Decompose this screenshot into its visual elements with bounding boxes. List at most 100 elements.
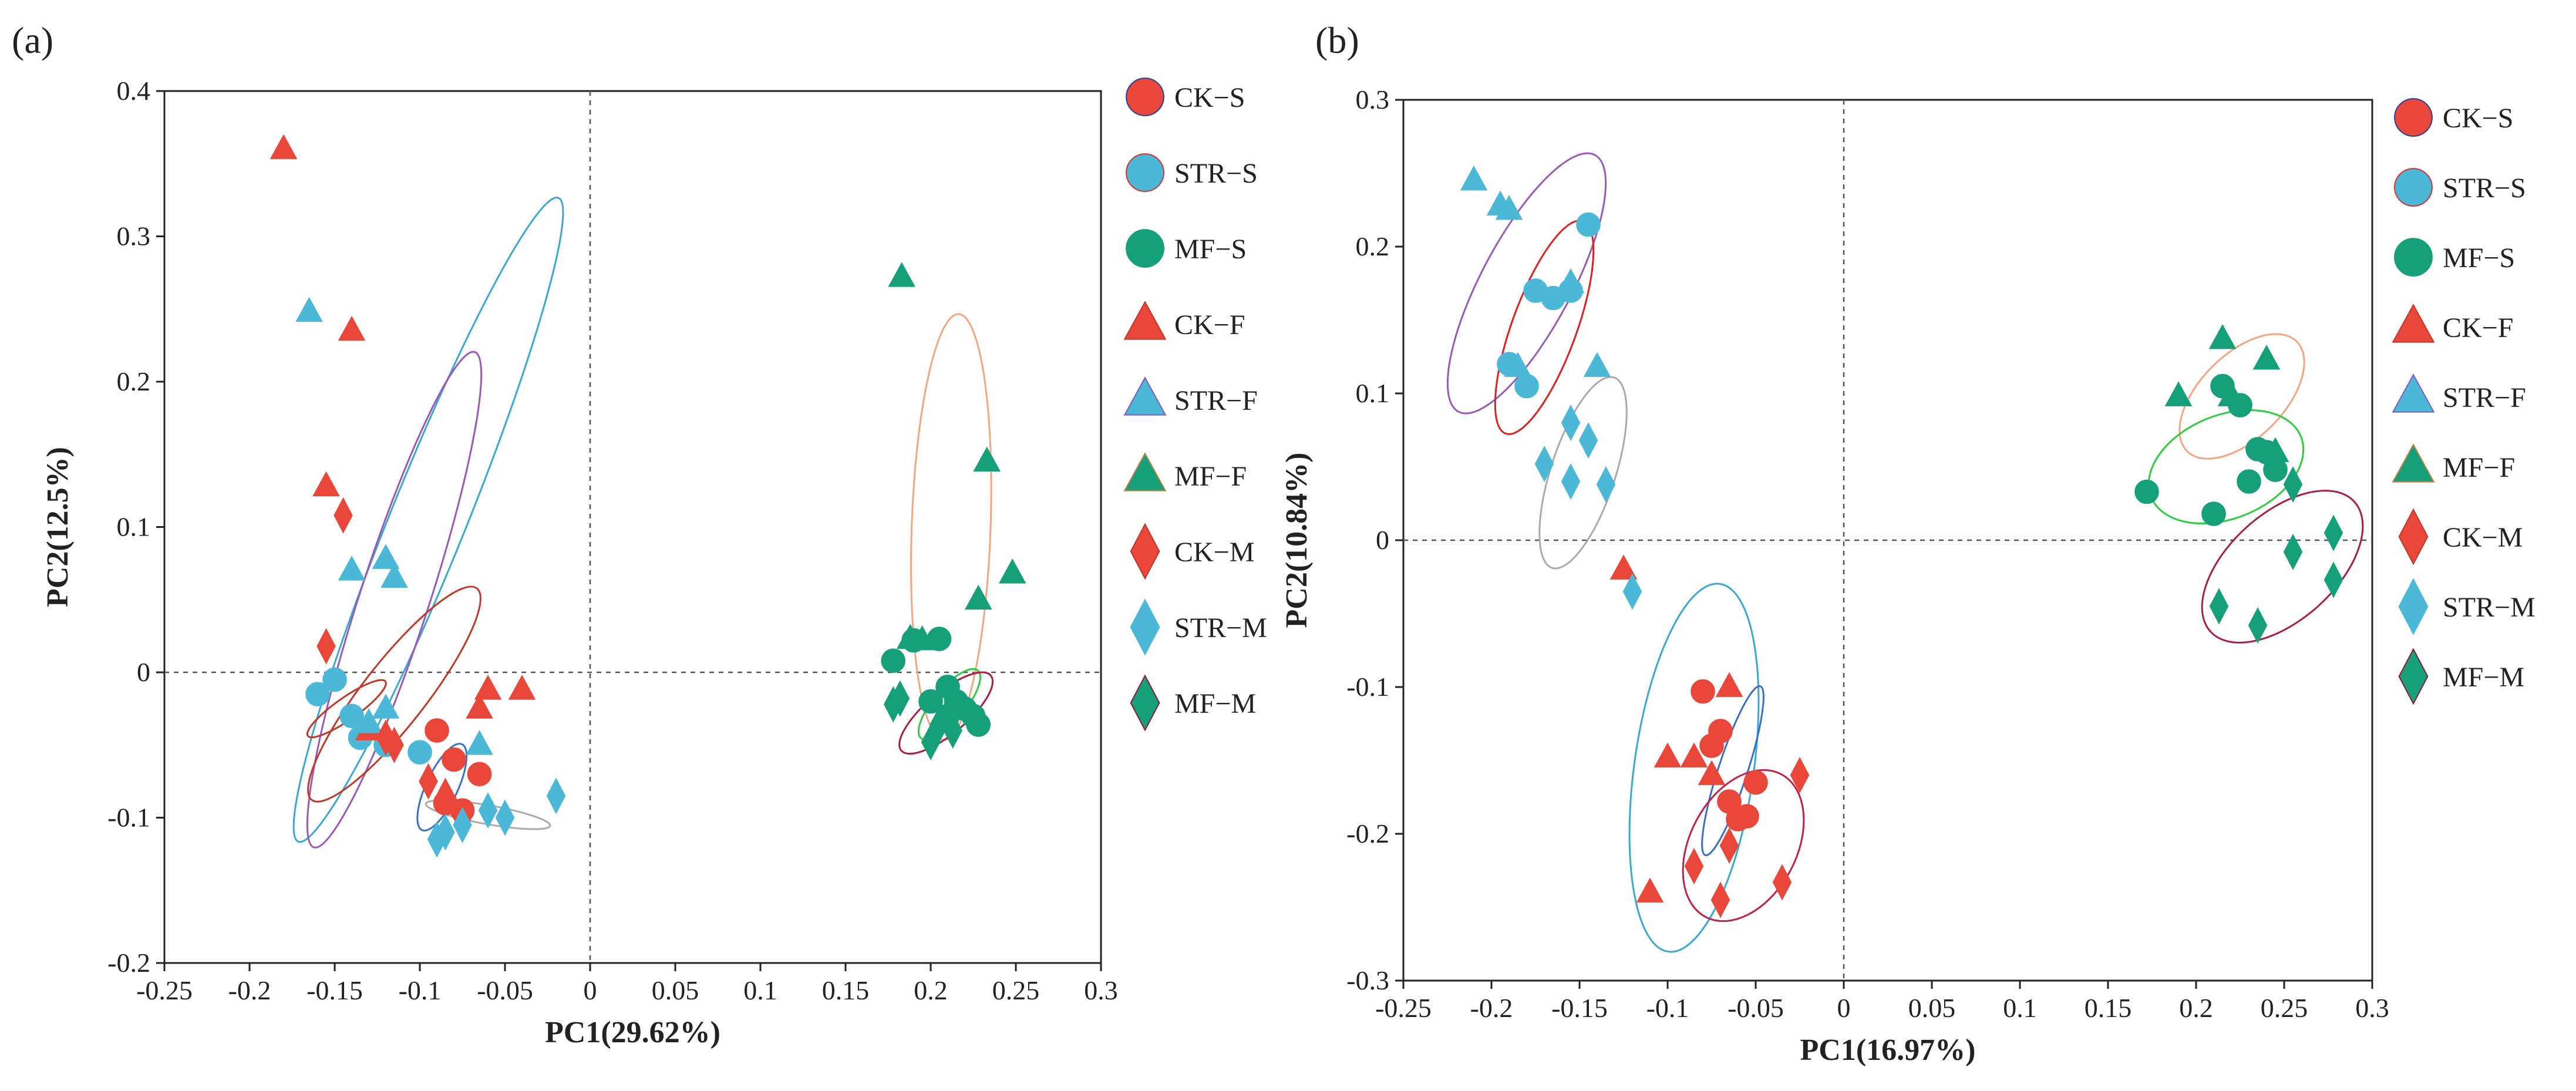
data-point xyxy=(2210,590,2228,624)
legend-label: STR−S xyxy=(2443,173,2526,204)
y-tick-label: -0.3 xyxy=(1346,965,1389,995)
data-point xyxy=(1700,734,1723,757)
panel-label: (a) xyxy=(12,19,53,61)
y-tick-label: 0.4 xyxy=(117,76,151,106)
panel-b: (b) -0.25 -0.2 -0.15 -0.1 -0.05 0 0.05 0.1 0.15 0.… xyxy=(1280,19,2535,1067)
x-tick-label: -0.15 xyxy=(307,975,363,1005)
data-point xyxy=(442,748,466,772)
legend-marker xyxy=(1131,600,1160,655)
data-point xyxy=(339,317,364,340)
confidence-ellipse xyxy=(2132,389,2321,545)
legend-marker xyxy=(1124,302,1166,339)
y-tick-label: -0.2 xyxy=(107,948,150,978)
legend-label: MF−M xyxy=(2443,662,2524,693)
legend-label: STR−F xyxy=(2443,382,2526,413)
data-point xyxy=(2325,563,2342,597)
data-point xyxy=(425,719,449,742)
data-point xyxy=(2325,516,2342,550)
data-point xyxy=(1584,353,1609,376)
legend-marker xyxy=(2393,305,2434,342)
data-point xyxy=(1791,758,1809,792)
legend-marker xyxy=(1131,676,1160,730)
y-axis-title: PC2(10.84%) xyxy=(1280,453,1314,628)
x-tick-label: -0.2 xyxy=(228,975,271,1005)
y-tick-label: 0.1 xyxy=(1356,378,1390,408)
data-point xyxy=(479,793,497,827)
confidence-ellipse xyxy=(1609,575,1779,960)
x-tick-label: 0 xyxy=(584,975,597,1005)
confidence-ellipse xyxy=(2175,462,2390,671)
data-point xyxy=(2210,325,2235,348)
data-point xyxy=(323,668,346,692)
x-tick-label: -0.25 xyxy=(136,975,193,1005)
legend-marker xyxy=(2399,510,2428,564)
legend-marker xyxy=(2395,99,2432,136)
x-tick-label: -0.1 xyxy=(1646,993,1689,1023)
legend-marker xyxy=(2395,238,2432,276)
data-point xyxy=(339,557,364,580)
data-point xyxy=(1624,575,1641,609)
x-tick-label: -0.15 xyxy=(1551,993,1608,1023)
data-point xyxy=(408,740,432,764)
data-point xyxy=(2135,480,2159,504)
data-point xyxy=(1515,375,1538,398)
data-point xyxy=(2237,470,2261,493)
x-tick-label: 0.1 xyxy=(743,975,777,1005)
plot-frame xyxy=(164,91,1101,963)
x-tick-label: 0.05 xyxy=(652,975,699,1005)
legend-label: MF−S xyxy=(1174,234,1247,265)
legend-label: CK−S xyxy=(2443,103,2513,134)
data-point xyxy=(1558,270,1583,292)
y-axis-title: PC2(12.5%) xyxy=(41,447,75,607)
data-point xyxy=(314,473,339,496)
x-tick-label: -0.05 xyxy=(1728,993,1784,1023)
data-point xyxy=(1577,213,1600,237)
legend-marker xyxy=(1126,230,1164,267)
data-point xyxy=(1655,744,1680,767)
legend-label: MF−M xyxy=(1174,688,1256,719)
legend-label: CK−F xyxy=(1174,309,1245,341)
data-point xyxy=(2202,502,2225,526)
x-tick-label: -0.1 xyxy=(399,975,442,1005)
legend-label: STR−F xyxy=(1174,385,1258,416)
legend-marker xyxy=(2393,375,2434,412)
data-point xyxy=(297,298,322,321)
data-point xyxy=(2249,608,2267,642)
y-tick-label: 0.2 xyxy=(117,366,151,396)
y-tick-label: -0.1 xyxy=(1346,672,1389,702)
legend-label: MF−S xyxy=(2443,243,2515,274)
y-tick-label: 0.3 xyxy=(1356,85,1390,115)
x-tick-label: 0.15 xyxy=(822,975,870,1005)
x-axis-title: PC1(29.62%) xyxy=(545,1016,720,1049)
x-tick-label: 0.2 xyxy=(2179,993,2213,1023)
legend-marker xyxy=(2395,169,2432,206)
x-tick-label: 0.25 xyxy=(2261,993,2308,1023)
data-point xyxy=(1580,423,1597,457)
data-point xyxy=(1773,866,1791,900)
legend-marker xyxy=(2399,649,2428,704)
data-point xyxy=(2166,383,2191,406)
y-tick-label: -0.2 xyxy=(1346,819,1389,848)
x-tick-label: -0.05 xyxy=(477,975,533,1005)
data-point xyxy=(468,762,491,786)
data-point xyxy=(881,649,905,672)
x-tick-label: 0.3 xyxy=(1084,975,1118,1005)
data-point xyxy=(1716,674,1742,696)
y-tick-label: 0.1 xyxy=(117,512,151,542)
panel-a: (a)-0.25 -0.2 -0.15 -0.1 -0.05 0 0.05 0.1 0.15 0.… xyxy=(12,19,1267,1049)
data-point xyxy=(967,713,990,736)
data-point xyxy=(496,801,514,835)
legend-marker xyxy=(1126,78,1164,116)
y-tick-label: 0.2 xyxy=(1356,231,1390,261)
legend-marker xyxy=(2393,445,2434,481)
data-point xyxy=(1691,680,1715,703)
x-tick-label: 0.25 xyxy=(992,975,1040,1005)
legend-label: STR−M xyxy=(2443,592,2535,623)
legend-marker xyxy=(1131,524,1160,579)
x-tick-label: 0.05 xyxy=(1908,993,1956,1023)
data-point xyxy=(547,779,565,813)
legend-label: CK−M xyxy=(2443,522,2523,553)
y-tick-label: -0.1 xyxy=(107,803,150,833)
data-point xyxy=(1685,849,1703,883)
x-tick-label: -0.25 xyxy=(1375,993,1432,1023)
